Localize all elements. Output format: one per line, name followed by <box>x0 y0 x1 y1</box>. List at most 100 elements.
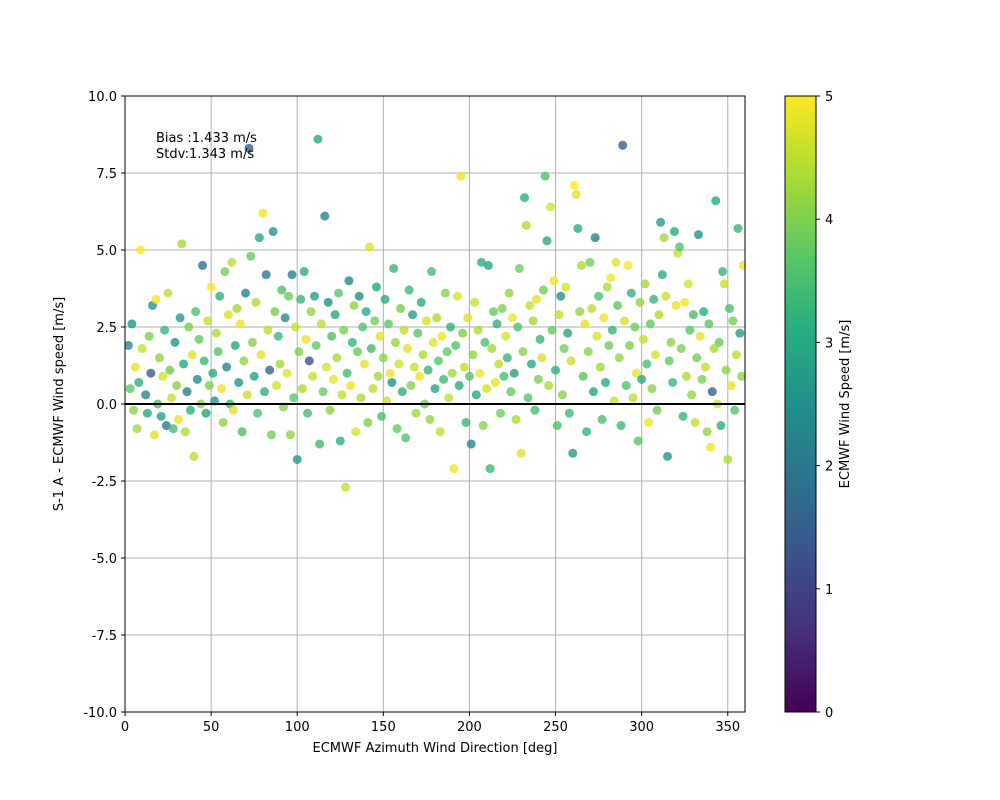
scatter-point <box>390 337 400 347</box>
scatter-point <box>525 300 535 310</box>
scatter-point <box>552 421 562 431</box>
scatter-point <box>247 337 257 347</box>
scatter-point <box>578 371 588 381</box>
scatter-point <box>273 331 283 341</box>
scatter-point <box>309 291 319 301</box>
scatter-point <box>427 267 437 277</box>
colorbar-gradient <box>784 95 817 713</box>
scatter-point <box>416 297 426 307</box>
y-axis-ticks: -10.0 -7.5 -5.0 -2.5 0.0 2.5 5.0 7.5 10.0 <box>83 90 125 721</box>
scatter-point <box>132 424 142 434</box>
scatter-point <box>435 427 445 437</box>
scatter-point <box>725 304 734 314</box>
plot-area: 0 50 100 150 200 250 300 350 -10.0 -7.5 -5.0 -2.5 0… <box>52 90 746 756</box>
scatter-point <box>537 353 547 363</box>
scatter-point <box>490 377 500 387</box>
scatter-point <box>551 365 561 375</box>
colorbar-ticks: 0 1 2 3 4 5 <box>816 90 833 721</box>
scatter-point <box>340 482 350 492</box>
x-tick-label: 350 <box>715 720 740 735</box>
scatter-point <box>738 260 745 270</box>
scatter-point <box>141 390 151 400</box>
scatter-point <box>582 427 592 437</box>
scatter-point <box>339 325 349 335</box>
scatter-point <box>681 371 691 381</box>
scatter-point <box>661 291 671 301</box>
scatter-point <box>494 359 504 369</box>
scatter-point <box>461 417 471 427</box>
scatter-point <box>446 322 455 332</box>
scatter-point <box>625 340 635 350</box>
scatter-point <box>404 285 414 295</box>
scatter-point <box>428 337 438 347</box>
scatter-point <box>397 387 407 397</box>
scatter-point <box>328 374 338 384</box>
scatter-point <box>270 307 280 317</box>
scatter-point <box>421 316 431 326</box>
scatter-point <box>203 316 213 326</box>
scatter-point <box>656 217 666 227</box>
scatter-point <box>406 381 416 391</box>
scatter-point <box>485 464 495 474</box>
scatter-point <box>687 390 697 400</box>
scatter-point <box>709 344 719 354</box>
scatter-point <box>394 359 404 369</box>
scatter-point <box>320 211 330 221</box>
scatter-point <box>344 276 354 286</box>
scatter-point <box>502 353 512 363</box>
scatter-point <box>175 313 185 323</box>
scatter-point <box>571 190 581 200</box>
colorbar-tick-label: 5 <box>825 90 833 105</box>
scatter-point <box>644 417 654 427</box>
scatter-point <box>299 267 309 277</box>
scatter-point <box>206 282 216 292</box>
scatter-point <box>272 381 282 391</box>
scatter-point <box>454 381 464 391</box>
scatter-point <box>220 267 230 277</box>
scatter-point <box>570 180 579 190</box>
scatter-point <box>654 310 664 320</box>
scatter-point <box>601 377 610 387</box>
scatter-point <box>323 297 333 307</box>
scatter-point <box>621 381 631 391</box>
scatter-point <box>375 331 385 341</box>
scatter-point <box>275 359 285 369</box>
scatter-point <box>508 313 517 323</box>
scatter-point <box>575 307 585 317</box>
scatter-point <box>268 227 278 237</box>
scatter-point <box>342 368 352 378</box>
scatter-point <box>437 331 447 341</box>
scatter-point <box>623 260 633 270</box>
scatter-point <box>697 374 707 384</box>
scatter-point <box>211 328 221 338</box>
scatter-point <box>173 414 183 424</box>
scatter-point <box>389 263 399 273</box>
colorbar-tick-label: 0 <box>825 706 833 721</box>
scatter-point <box>363 417 373 427</box>
y-tick-label: 10.0 <box>88 90 117 105</box>
scatter-point <box>292 454 302 464</box>
scatter-point <box>296 294 306 304</box>
scatter-point <box>477 257 486 267</box>
scatter-point <box>440 288 450 298</box>
scatter-point <box>327 331 337 341</box>
scatter-point <box>356 393 366 403</box>
scatter-point <box>728 316 738 326</box>
scatter-point <box>683 279 693 289</box>
scatter-point <box>222 362 232 372</box>
scatter-point <box>497 304 507 314</box>
scatter-point <box>663 451 672 461</box>
scatter-point <box>544 381 554 391</box>
scatter-point <box>351 427 361 437</box>
scatter-point <box>495 408 505 418</box>
scatter-point <box>480 337 490 347</box>
scatter-point <box>539 285 548 295</box>
scatter-point <box>580 319 590 329</box>
scatter-point <box>649 294 659 304</box>
scatter-point <box>439 374 449 384</box>
scatter-point <box>678 411 688 421</box>
scatter-point <box>179 359 189 369</box>
scatter-point <box>707 387 717 397</box>
y-tick-label: 0.0 <box>96 398 117 413</box>
